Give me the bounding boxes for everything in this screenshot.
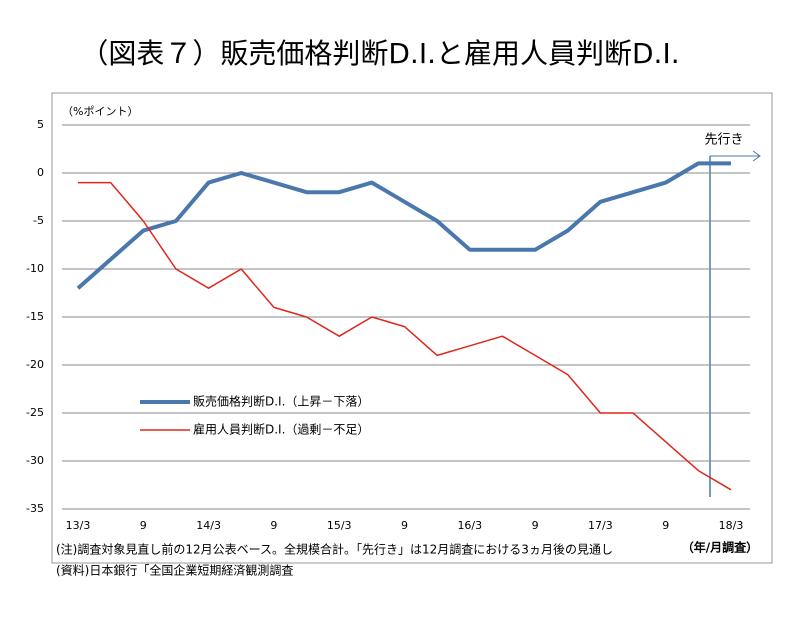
x-tick-label: 13/3 [66, 519, 91, 532]
chart-title: （図表７）販売価格判断D.I.と雇用人員判断D.I. [80, 37, 679, 70]
y-tick-label: 0 [37, 166, 44, 179]
note: (注)調査対象見直し前の12月公表ベース。全規模合計。「先行き」は12月調査にお… [56, 542, 613, 557]
chart-frame [51, 92, 773, 564]
y-tick-label: -5 [33, 214, 44, 227]
x-tick-label: 9 [401, 519, 408, 532]
y-tick-label: -20 [26, 358, 44, 371]
y-axis-label: （%ポイント） [62, 105, 138, 118]
y-tick-label: -25 [26, 406, 44, 419]
x-tick-label: 9 [270, 519, 277, 532]
x-tick-label: 17/3 [588, 519, 613, 532]
legend-label: 雇用人員判断D.I.（過剰－不足） [193, 422, 369, 437]
arrow-head [752, 150, 761, 162]
y-tick-label: -30 [26, 454, 44, 467]
x-tick-label: 18/3 [719, 519, 744, 532]
x-tick-label: 16/3 [457, 519, 482, 532]
annotation: 先行き [704, 133, 743, 148]
note: (資料)日本銀行「全国企業短期経済観測調査 [56, 563, 293, 578]
x-tick-label: 9 [662, 519, 669, 532]
x-tick-label: 9 [532, 519, 539, 532]
y-tick-label: -15 [26, 310, 44, 323]
y-tick-label: -35 [26, 502, 44, 515]
line-series [76, 161, 731, 290]
legend-label: 販売価格判断D.I.（上昇－下落） [193, 394, 369, 409]
line-series [78, 181, 732, 491]
x-axis-label: （年/月調査） [682, 540, 758, 555]
x-tick-label: 15/3 [327, 519, 352, 532]
x-tick-label: 14/3 [196, 519, 221, 532]
y-tick-label: -10 [26, 262, 44, 275]
y-tick-label: 5 [37, 118, 44, 131]
x-tick-label: 9 [140, 519, 147, 532]
